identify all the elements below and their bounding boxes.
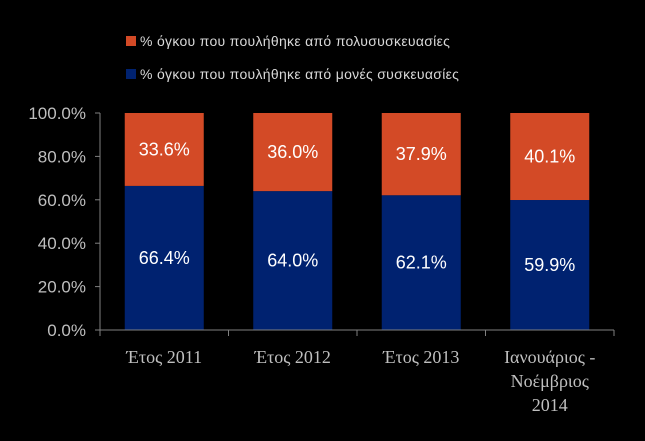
x-category-label: Έτος 2012 <box>254 347 331 367</box>
bar-value-label: 33.6% <box>139 139 190 159</box>
x-category-label: Νοέμβριος <box>511 371 589 391</box>
bar-value-label: 59.9% <box>524 255 575 275</box>
y-tick-label: 100.0% <box>28 104 86 123</box>
bar-multipack <box>381 113 461 196</box>
bar-single-pack <box>253 191 333 330</box>
bar-group: 66.4% 33.6% 64.0% 36.0% 62.1% 37.9% 59.9% 40.1% <box>124 113 590 330</box>
bar-value-label: 37.9% <box>396 144 447 164</box>
bar-multipack <box>253 113 333 192</box>
y-tick-label: 20.0% <box>38 278 86 297</box>
y-tick-label: 60.0% <box>38 191 86 210</box>
x-category-label: Έτος 2013 <box>382 347 459 367</box>
y-axis: 0.0% 20.0% 40.0% 60.0% 80.0% 100.0% <box>28 104 101 340</box>
x-category-label: Ιανουάριος - <box>504 347 595 367</box>
bar-value-label: 36.0% <box>267 142 318 162</box>
bar-multipack <box>510 113 590 201</box>
bar-multipack <box>124 113 204 186</box>
legend-label: % όγκου που πουλήθηκε από μονές συσκευασ… <box>140 66 459 82</box>
legend-swatch <box>126 36 136 46</box>
x-category-label: Έτος 2011 <box>125 347 202 367</box>
legend-label: % όγκου που πουλήθηκε από πολυσυσκευασίε… <box>140 33 450 49</box>
bar-single-pack <box>124 185 204 330</box>
bar-single-pack <box>381 195 461 330</box>
chart-legend: % όγκου που πουλήθηκε από πολυσυσκευασίε… <box>126 33 459 82</box>
y-tick-label: 0.0% <box>47 321 86 340</box>
bar-value-label: 64.0% <box>267 251 318 271</box>
y-tick-label: 40.0% <box>38 234 86 253</box>
bar-single-pack <box>510 200 590 330</box>
legend-swatch <box>126 69 136 79</box>
bar-value-label: 62.1% <box>396 253 447 273</box>
bar-value-label: 40.1% <box>524 147 575 167</box>
y-tick-label: 80.0% <box>38 147 86 166</box>
x-axis: Έτος 2011 Έτος 2012 Έτος 2013 Ιανουάριος - Ν… <box>99 329 615 415</box>
x-category-label: 2014 <box>532 395 568 415</box>
bar-value-label: 66.4% <box>139 248 190 268</box>
